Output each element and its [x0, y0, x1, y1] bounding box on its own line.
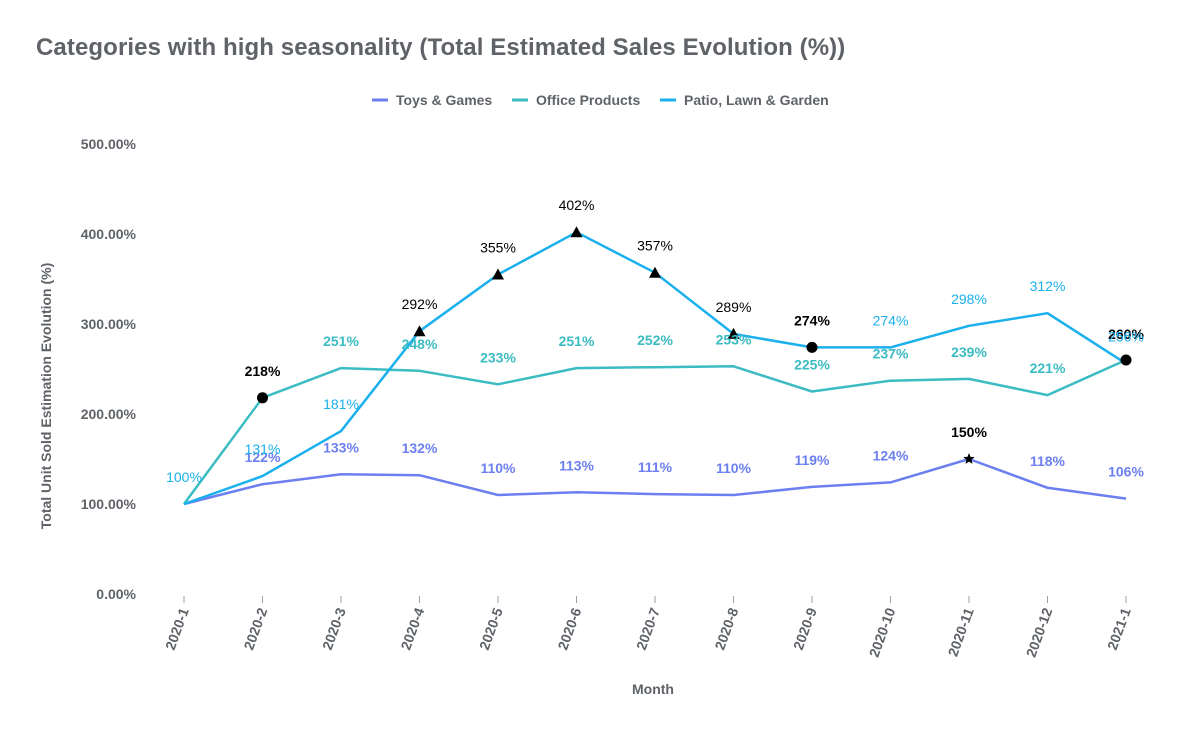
- x-tick-label: 2020-4: [397, 605, 427, 652]
- legend-label: Office Products: [536, 92, 640, 108]
- data-label: 312%: [1030, 278, 1066, 294]
- data-label: 133%: [323, 439, 359, 455]
- data-label: 357%: [637, 238, 673, 254]
- y-axis-title: Total Unit Sold Estimation Evolution (%): [38, 263, 54, 530]
- y-tick-label: 200.00%: [81, 406, 137, 422]
- x-tick-label: 2020-1: [162, 605, 192, 652]
- data-labels: 122% 133% 132% 110% 113% 111% 110% 119% 124% 150%…: [166, 197, 1144, 485]
- data-label: 122%: [245, 449, 281, 465]
- x-tick-label: 2020-7: [633, 605, 663, 652]
- data-label: 402%: [559, 197, 595, 213]
- x-tick-label: 2020-6: [554, 605, 584, 652]
- data-label: 225%: [794, 357, 830, 373]
- data-label: 289%: [716, 299, 752, 315]
- data-point-marker: [570, 226, 583, 238]
- data-label: 256%: [1108, 329, 1144, 345]
- x-tick-label: 2020-3: [319, 605, 349, 652]
- x-tick-label: 2020-5: [476, 605, 506, 652]
- data-label: 113%: [559, 457, 595, 473]
- data-label: 237%: [873, 346, 909, 362]
- data-point-marker: [1120, 354, 1132, 366]
- data-label: 252%: [637, 332, 673, 348]
- data-label: 274%: [873, 312, 909, 328]
- data-label: 260%: [1108, 326, 1144, 342]
- data-label: 253%: [716, 331, 752, 347]
- data-label: 181%: [323, 396, 359, 412]
- data-label: 100%: [166, 469, 202, 485]
- data-label: 106%: [1108, 464, 1144, 480]
- data-label: 132%: [402, 440, 438, 456]
- x-tick-label: 2020-8: [711, 605, 741, 652]
- data-label: 248%: [402, 336, 438, 352]
- series-line: [182, 358, 1127, 505]
- data-label: 233%: [480, 349, 516, 365]
- data-label: 355%: [480, 240, 516, 256]
- x-tick-label: 2020-11: [944, 605, 976, 658]
- y-tick-label: 100.00%: [81, 496, 137, 512]
- data-point-marker: [963, 453, 975, 464]
- data-point-marker: [413, 325, 426, 337]
- data-label: 131%: [245, 441, 281, 457]
- data-label: 251%: [323, 333, 359, 349]
- data-label: 124%: [873, 447, 909, 463]
- data-label: 119%: [794, 452, 830, 468]
- data-label: 218%: [245, 363, 281, 379]
- y-axis-ticks: 0.00% 100.00% 200.00% 300.00% 400.00% 500.00%: [81, 136, 137, 602]
- data-label: 239%: [951, 344, 987, 360]
- y-tick-label: 500.00%: [81, 136, 137, 152]
- data-label: 110%: [716, 460, 752, 476]
- y-tick-label: 400.00%: [81, 226, 137, 242]
- data-label: 292%: [402, 296, 438, 312]
- legend: Toys & Games Office Products Patio, Lawn &…: [372, 92, 829, 108]
- legend-label: Toys & Games: [396, 92, 492, 108]
- y-tick-label: 300.00%: [81, 316, 137, 332]
- data-label: 111%: [638, 459, 673, 475]
- data-point-marker: [806, 341, 818, 353]
- data-label: 150%: [951, 424, 987, 440]
- x-axis-title: Month: [632, 681, 674, 697]
- legend-label: Patio, Lawn & Garden: [684, 92, 829, 108]
- data-point-marker: [257, 392, 268, 404]
- data-point-marker: [727, 327, 740, 339]
- data-label: 221%: [1030, 360, 1066, 376]
- data-label: 110%: [480, 460, 516, 476]
- y-tick-label: 0.00%: [96, 586, 136, 602]
- x-tick-label: 2020-12: [1023, 605, 1056, 659]
- x-tick-label: 2020-10: [866, 605, 899, 659]
- data-label: 118%: [1030, 453, 1066, 469]
- data-point-marker: [492, 268, 504, 280]
- x-tick-label: 2021-1: [1104, 605, 1134, 652]
- data-point-marker: [649, 266, 661, 278]
- data-label: 298%: [951, 291, 987, 307]
- data-label: 251%: [559, 333, 595, 349]
- x-tick-label: 2020-2: [240, 605, 270, 652]
- data-label: 274%: [794, 312, 830, 328]
- series-markers: [257, 226, 1132, 464]
- x-axis-ticks: 2020-1 2020-2 2020-3 2020-4 2020-5 2020-6 2020…: [162, 596, 1134, 659]
- chart-title: Categories with high seasonality (Total …: [36, 34, 846, 61]
- x-tick-label: 2020-9: [790, 605, 820, 652]
